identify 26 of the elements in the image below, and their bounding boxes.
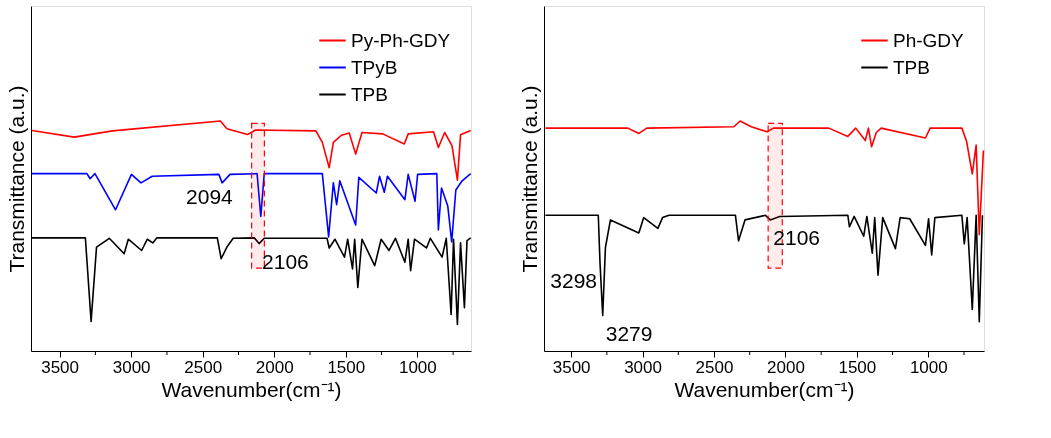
x-tick-label: 2500 bbox=[184, 357, 223, 377]
x-tick-label: 2000 bbox=[255, 357, 294, 377]
x-tick-label: 3500 bbox=[552, 357, 591, 377]
x-tick-label: 1000 bbox=[909, 357, 948, 377]
x-axis-title: Wavenumber(cm⁻¹) bbox=[161, 377, 342, 401]
x-tick-label: 3500 bbox=[41, 357, 80, 377]
x-tick-label: 2500 bbox=[695, 357, 734, 377]
legend-label: TPyB bbox=[351, 56, 398, 78]
y-axis-title: Transmittance (a.u.) bbox=[4, 85, 28, 273]
annotation: 2106 bbox=[262, 249, 309, 273]
y-axis-title: Transmittance (a.u.) bbox=[517, 85, 541, 273]
x-axis-title: Wavenumber(cm⁻¹) bbox=[674, 377, 855, 401]
x-tick-label: 1500 bbox=[838, 357, 877, 377]
legend-label: Ph-GDY bbox=[893, 29, 965, 51]
x-tick-label: 3000 bbox=[624, 357, 662, 377]
x-tick-label: 3000 bbox=[112, 357, 151, 377]
annotation: 3279 bbox=[605, 321, 653, 345]
x-tick-label: 2000 bbox=[767, 357, 805, 377]
legend-label: TPB bbox=[351, 83, 388, 105]
annotation: 2094 bbox=[186, 185, 234, 209]
annotation: 3298 bbox=[550, 268, 597, 292]
x-tick-label: 1500 bbox=[327, 357, 366, 377]
x-tick-label: 1000 bbox=[398, 357, 437, 377]
legend-label: TPB bbox=[893, 56, 930, 78]
legend-label: Py-Ph-GDY bbox=[351, 29, 451, 51]
annotation: 2106 bbox=[773, 225, 820, 249]
